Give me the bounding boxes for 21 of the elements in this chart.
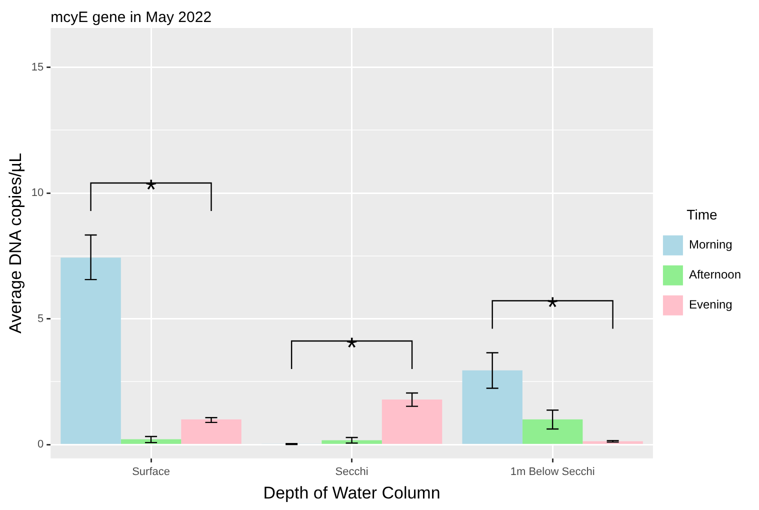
bar	[181, 419, 242, 444]
legend-label: Evening	[688, 298, 732, 312]
bar	[522, 419, 583, 444]
bar	[322, 440, 382, 444]
x-tick-label: Surface	[132, 466, 170, 478]
y-tick-label: 5	[38, 312, 44, 325]
bar	[60, 258, 121, 444]
bar	[462, 370, 522, 444]
x-axis-title: Depth of Water Column	[263, 483, 440, 502]
legend-label: Morning	[688, 238, 732, 252]
bar	[120, 439, 182, 444]
legend-label: Afternoon	[688, 268, 742, 282]
y-tick-label: 10	[31, 187, 44, 200]
y-axis-title: Average DNA copies/µL	[6, 152, 25, 334]
y-tick-label: 15	[31, 61, 44, 74]
y-tick-label: 0	[38, 438, 44, 451]
chart-title: mcyE gene in May 2022	[50, 9, 212, 26]
legend-title: Time	[686, 206, 718, 222]
x-tick-label: Secchi	[335, 466, 368, 478]
x-tick-label: 1m Below Secchi	[510, 466, 595, 478]
bar	[382, 400, 442, 444]
